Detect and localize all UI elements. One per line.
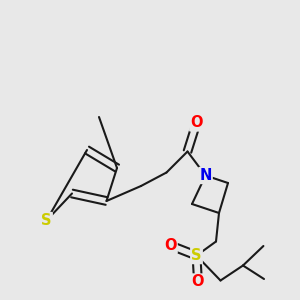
Text: O: O (190, 116, 203, 130)
Text: S: S (191, 248, 202, 263)
Text: S: S (41, 213, 52, 228)
Text: N: N (199, 168, 212, 183)
Text: O: O (164, 238, 177, 253)
Text: O: O (192, 274, 204, 290)
